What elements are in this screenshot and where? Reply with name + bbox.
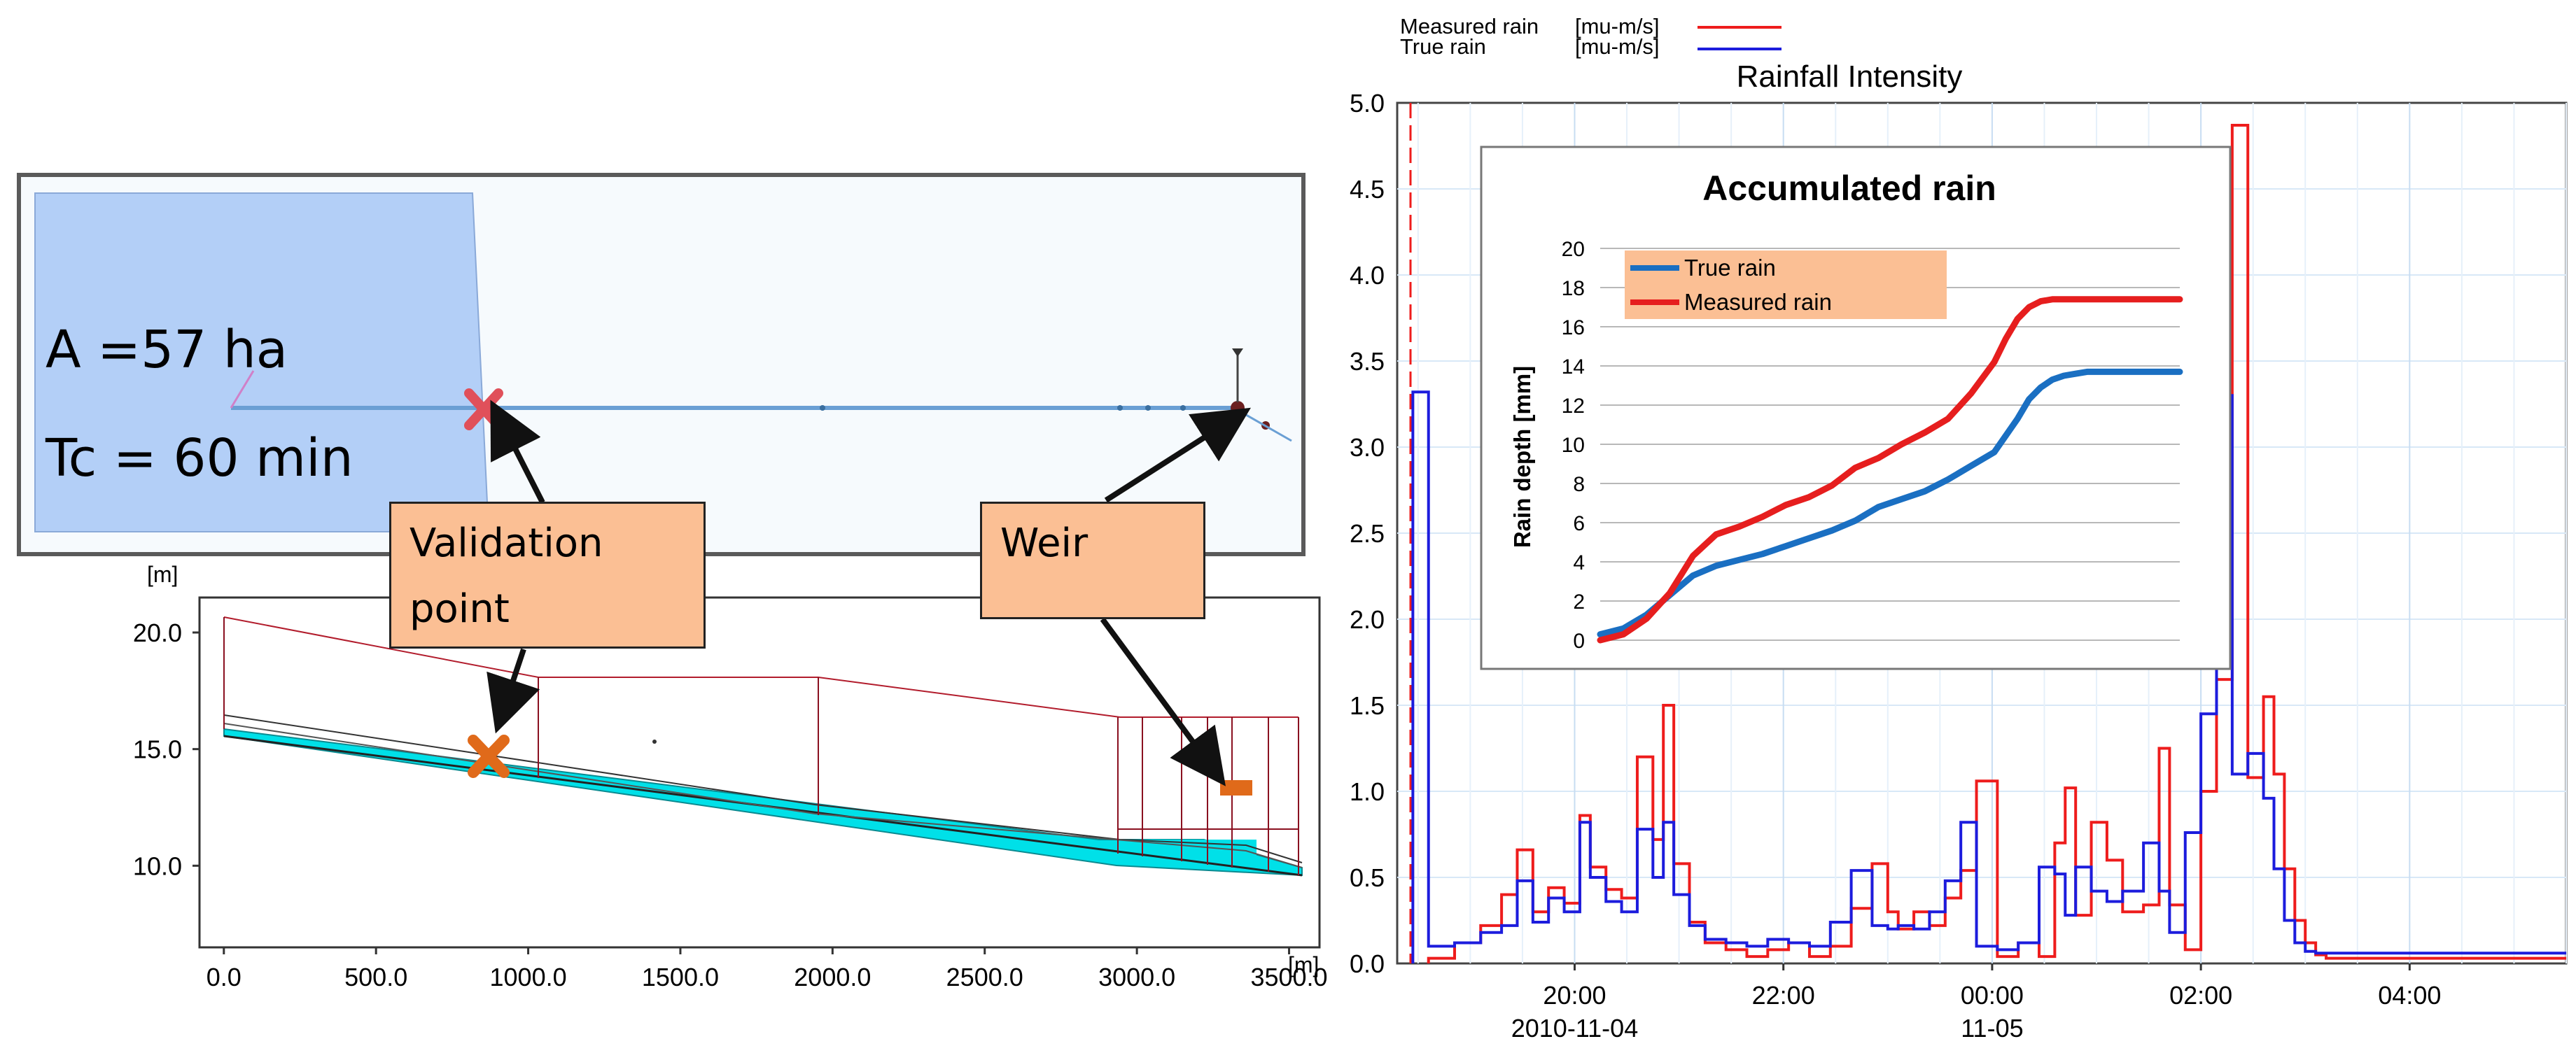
inset-y-tick-label: 12	[1562, 395, 1585, 418]
profile-y-tick-label: 15.0	[133, 735, 182, 764]
inset-legend-measured: Measured rain	[1684, 289, 1832, 315]
inset-y-tick-label: 0	[1573, 630, 1585, 653]
rain-x-tick-label: 22:00	[1752, 981, 1815, 1010]
inset-series-measured-line	[1597, 296, 2183, 644]
rain-y-tick-label: 1.0	[1350, 777, 1385, 806]
legend-true-name: True rain	[1400, 34, 1486, 59]
inset-y-tick-label: 8	[1573, 473, 1585, 496]
rain-y-tick-label: 3.5	[1350, 347, 1385, 376]
rain-x-date-label: 11-05	[1961, 1014, 2023, 1043]
inset-frame	[1480, 146, 2232, 670]
accumulated-rain-chart: Accumulated rain Rain depth [mm] 2018161…	[1480, 146, 2232, 670]
profile-y-tick-label: 20.0	[133, 619, 182, 647]
rain-series-true-line	[1411, 390, 2566, 963]
rain-y-tick-label: 5.0	[1350, 89, 1385, 118]
arrow-validation-down	[486, 648, 540, 734]
pipe-crown-2	[223, 723, 1303, 868]
inset-y-tick-label: 18	[1562, 277, 1585, 300]
rain-y-tick-label: 0.5	[1350, 863, 1385, 892]
area-label: A =57 ha	[46, 320, 288, 380]
profile-x-tick-label: 3500.0	[1250, 963, 1327, 991]
profile-y-tick-label: 10.0	[133, 851, 182, 880]
legend-true-unit: [mu-m/s]	[1575, 34, 1660, 59]
inset-y-tick-label: 14	[1562, 355, 1585, 379]
inset-y-tick-label: 16	[1562, 316, 1585, 339]
inset-ylabel: Rain depth [mm]	[1509, 366, 1535, 548]
rain-chart-title: Rainfall Intensity	[1737, 59, 1963, 94]
profile-x-unit: [m]	[1288, 952, 1319, 977]
water-body-deep	[1116, 840, 1256, 869]
profile-x-tick-label: 1500.0	[642, 963, 719, 991]
arrow-weir-down	[1100, 617, 1226, 786]
profile-x-tick-label: 500.0	[344, 963, 407, 991]
inset-series-true-line	[1597, 368, 2183, 638]
weir-callout: Weir	[980, 502, 1205, 619]
validation-point-marker-icon	[468, 735, 510, 778]
profile-x-tick-label: 1000.0	[490, 963, 567, 991]
point-marker	[652, 740, 657, 744]
rain-y-tick-label: 3.0	[1350, 433, 1385, 462]
inset-y-tick-label: 20	[1562, 238, 1585, 261]
rain-y-tick-label: 2.0	[1350, 605, 1385, 634]
weir-marker	[1232, 348, 1243, 357]
node	[1117, 405, 1123, 411]
rain-x-tick-label: 00:00	[1961, 981, 2024, 1010]
arrow-weir-up	[1104, 407, 1251, 503]
profile-x-tick-label: 3000.0	[1098, 963, 1175, 991]
inset-title: Accumulated rain	[1702, 169, 1996, 208]
rain-x-date-label: 2010-11-04	[1511, 1014, 1638, 1043]
rain-x-tick-label: 02:00	[2169, 981, 2232, 1010]
catchment-connector	[230, 370, 255, 409]
rain-y-tick-label: 4.5	[1350, 175, 1385, 204]
inset-legend-box	[1625, 250, 1947, 319]
rain-x-tick-label: 20:00	[1543, 981, 1606, 1010]
rain-y-tick-label: 4.0	[1350, 261, 1385, 290]
node	[1180, 405, 1186, 411]
rain-x-tick-label: 04:00	[2378, 981, 2441, 1010]
inset-y-tick-label: 6	[1573, 512, 1585, 535]
arrow-validation-up	[490, 400, 545, 504]
weir-marker-icon	[1220, 780, 1252, 796]
callout-arrows	[486, 400, 1251, 786]
inset-legend-true: True rain	[1684, 255, 1776, 281]
profile-x-tick-label: 0.0	[206, 963, 241, 991]
inset-y-tick-label: 2	[1573, 591, 1585, 614]
profile-x-tick-label: 2500.0	[946, 963, 1023, 991]
profile-x-tick-label: 2000.0	[794, 963, 871, 991]
inset-legend: True rain Measured rain	[1625, 250, 1947, 319]
plan-view	[17, 173, 1306, 556]
inset-y-tick-label: 4	[1573, 551, 1585, 574]
tc-label: Tc = 60 min	[46, 428, 354, 488]
inset-y-tick-label: 10	[1562, 434, 1585, 457]
node	[1145, 405, 1151, 411]
rain-y-tick-label: 0.0	[1350, 949, 1385, 978]
validation-point-callout: Validation point	[389, 502, 706, 649]
legend-measured-unit: [mu-m/s]	[1575, 14, 1660, 38]
rain-y-tick-label: 2.5	[1350, 519, 1385, 548]
legend-measured-name: Measured rain	[1400, 14, 1539, 38]
rain-y-tick-label: 1.5	[1350, 691, 1385, 720]
rain-legend: Measured rain [mu-m/s] True rain [mu-m/s…	[1400, 14, 1782, 59]
node	[820, 405, 825, 411]
profile-y-unit: [m]	[147, 562, 178, 587]
